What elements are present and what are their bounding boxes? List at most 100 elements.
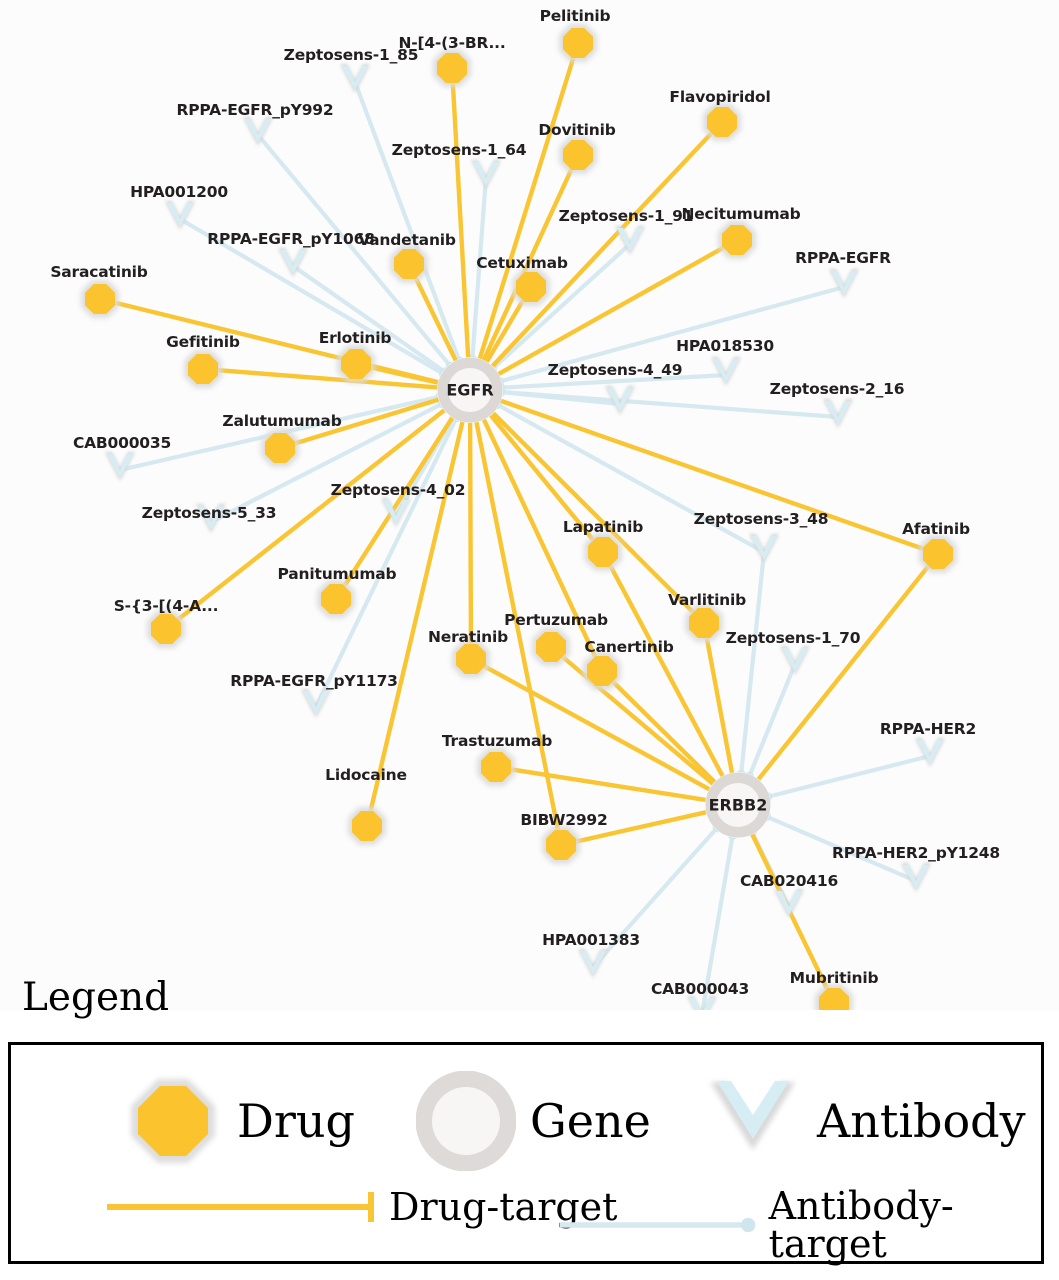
drug-node[interactable]	[546, 830, 576, 860]
antibody-node[interactable]	[342, 66, 368, 90]
gene-node-label: EGFR	[446, 380, 494, 400]
antibody-target-edge	[255, 132, 454, 369]
legend-item-antibody: Antibody	[703, 1071, 1026, 1171]
legend-label-drug: Drug	[237, 1094, 355, 1148]
antibody-node[interactable]	[776, 891, 802, 915]
drug-node[interactable]	[481, 752, 511, 782]
drug-target-edge	[548, 644, 719, 790]
drug-nodes[interactable]	[81, 24, 957, 1010]
drug-target-edge	[473, 415, 564, 848]
antibody-node[interactable]	[198, 506, 224, 530]
drug-node[interactable]	[265, 433, 295, 463]
gene-nodes[interactable]	[437, 357, 771, 838]
drug-node[interactable]	[85, 284, 115, 314]
gene-node-label: ERBB2	[708, 795, 768, 815]
antibody-node[interactable]	[303, 691, 329, 715]
drug-target-edge	[467, 415, 474, 662]
antibody-target-edge	[177, 216, 447, 377]
drug-target-edge	[493, 764, 713, 803]
antibody-node[interactable]	[607, 388, 633, 412]
drug-target-edge	[492, 237, 740, 379]
drug-octagon-icon	[131, 1079, 215, 1163]
antibody-target-edge	[764, 753, 933, 800]
antibody-node[interactable]	[713, 359, 739, 383]
antibody-node[interactable]	[782, 648, 808, 672]
drug-node[interactable]	[722, 225, 752, 255]
drug-target-edge	[748, 827, 837, 1006]
network-graph-canvas[interactable]: Zeptosens-1_85 Zeptosens-1_64 RPPA-EGFR_pY…	[0, 0, 1059, 1010]
antibody-node[interactable]	[689, 998, 715, 1010]
drug-target-edge	[200, 366, 445, 391]
antibody-target-edge	[700, 832, 735, 1010]
legend-box: Drug Gene Antibody	[8, 1042, 1044, 1264]
drug-node[interactable]	[563, 140, 593, 170]
gene-node-core[interactable]	[716, 783, 760, 827]
drug-target-edge	[486, 119, 725, 372]
antibody-node[interactable]	[580, 951, 606, 975]
antibody-node[interactable]	[107, 454, 133, 478]
drug-target-edge-icon	[107, 1192, 374, 1222]
antibody-node[interactable]	[383, 500, 409, 524]
antibody-node[interactable]	[280, 250, 306, 274]
drug-node[interactable]	[352, 811, 382, 841]
drug-target-edge	[701, 620, 736, 780]
antibody-node[interactable]	[903, 865, 929, 889]
drug-node[interactable]	[588, 537, 618, 567]
legend-node-shapes-row: Drug Gene Antibody	[11, 1063, 1041, 1173]
drug-node[interactable]	[188, 354, 218, 384]
drug-node[interactable]	[437, 53, 467, 83]
drug-target-edge	[599, 668, 721, 788]
drug-target-edge	[449, 65, 471, 365]
drug-node[interactable]	[394, 249, 424, 279]
drug-node[interactable]	[819, 988, 849, 1010]
antibody-target-edge	[496, 284, 847, 384]
drug-target-edge	[479, 152, 581, 367]
drug-node[interactable]	[587, 656, 617, 686]
drug-node[interactable]	[516, 272, 546, 302]
drug-target-edge	[487, 407, 707, 626]
antibody-node[interactable]	[751, 536, 777, 560]
antibody-target-edge	[470, 175, 489, 363]
drug-node[interactable]	[456, 644, 486, 674]
antibody-node[interactable]	[473, 162, 499, 186]
antibody-node[interactable]	[917, 740, 943, 764]
gene-node-core[interactable]	[448, 368, 492, 412]
gene-node-ring[interactable]	[705, 772, 771, 838]
antibody-target-edge	[489, 241, 633, 372]
drug-target-edge	[600, 549, 728, 783]
legend-item-drug-target: Drug-target	[103, 1187, 617, 1227]
drug-node[interactable]	[321, 584, 351, 614]
antibody-node[interactable]	[617, 228, 643, 252]
drug-node[interactable]	[707, 107, 737, 137]
drug-node[interactable]	[563, 28, 593, 58]
drug-target-edge	[494, 397, 941, 557]
drug-node[interactable]	[923, 539, 953, 569]
antibody-target-edge	[313, 414, 459, 710]
drug-target-edge	[558, 808, 713, 848]
antibody-target-edge	[497, 389, 841, 420]
antibody-target-edge	[290, 263, 448, 375]
drug-node[interactable]	[536, 632, 566, 662]
gene-node-ring[interactable]	[437, 357, 503, 423]
antibody-node[interactable]	[831, 271, 857, 295]
antibody-node[interactable]	[825, 401, 851, 425]
antibody-chevron-icon	[710, 1081, 796, 1151]
antibody-target-edge-icon	[559, 1217, 756, 1233]
legend-item-drug: Drug	[123, 1071, 355, 1171]
antibody-node[interactable]	[245, 119, 271, 143]
antibody-target-edge	[738, 549, 767, 778]
drug-node[interactable]	[341, 349, 371, 379]
drug-target-edge	[277, 395, 446, 451]
drug-target-edge	[476, 40, 581, 366]
drug-node[interactable]	[151, 614, 181, 644]
drug-target-edge	[163, 405, 451, 632]
antibody-nodes[interactable]	[105, 64, 945, 1010]
legend-label-antibody: Antibody	[817, 1094, 1026, 1148]
drug-target-edge	[753, 551, 941, 786]
antibody-node[interactable]	[167, 203, 193, 227]
drug-node[interactable]	[689, 608, 719, 638]
legend-label-antibody-target: Antibody-target	[768, 1184, 954, 1266]
gene-ring-icon	[416, 1071, 516, 1171]
antibody-target-edges	[117, 79, 933, 1010]
drug-target-edge	[364, 415, 466, 829]
